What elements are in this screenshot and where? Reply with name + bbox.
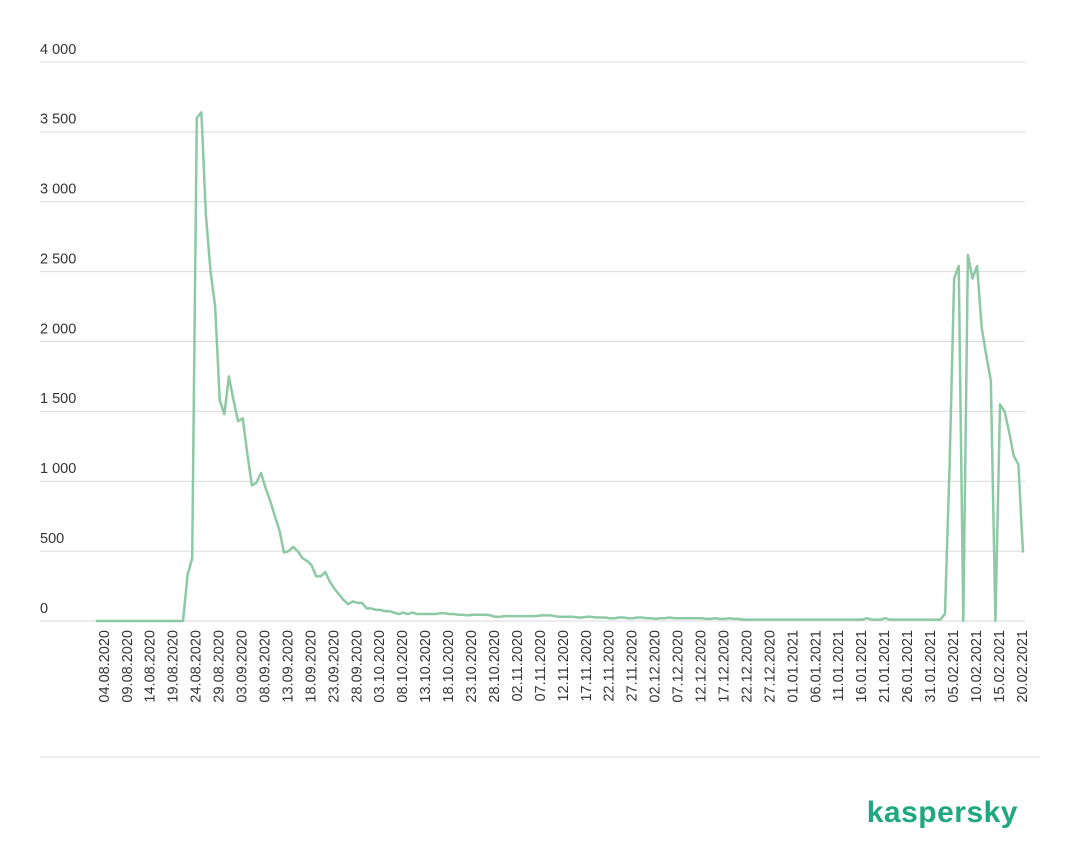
data-line [95,111,1025,623]
y-tick-label: 3 500 [40,112,76,128]
x-tick-label: 13.09.2020 [280,630,296,703]
x-tick-label: 06.01.2021 [808,630,824,703]
x-tick-label: 07.11.2020 [533,630,549,702]
x-tick-label: 01.01.2021 [785,630,801,703]
y-tick-label: 500 [40,531,64,547]
x-tick-label: 15.02.2021 [992,630,1008,703]
x-tick-label: 08.09.2020 [257,630,273,703]
x-tick-label: 03.09.2020 [235,630,251,703]
x-tick-label: 21.01.2021 [877,630,893,703]
x-tick-label: 28.09.2020 [349,630,365,703]
x-tick-label: 22.11.2020 [602,630,618,702]
x-tick-label: 08.10.2020 [395,630,411,703]
x-tick-label: 17.11.2020 [579,630,595,702]
x-tick-label: 23.09.2020 [326,630,342,703]
x-tick-label: 07.12.2020 [671,630,687,703]
x-tick-label: 16.01.2021 [854,630,870,703]
x-tick-label: 03.10.2020 [372,630,388,703]
x-tick-label: 12.12.2020 [694,630,710,703]
x-tick-label: 05.02.2021 [946,630,962,703]
y-tick-label: 1 500 [40,391,76,407]
x-tick-label: 02.12.2020 [648,630,664,703]
x-tick-label: 14.08.2020 [143,630,159,703]
x-tick-label: 11.01.2021 [831,630,847,702]
x-tick-label: 13.10.2020 [418,630,434,703]
y-tick-label: 2 500 [40,251,76,267]
x-tick-label: 10.02.2021 [969,630,985,703]
x-tick-label: 29.08.2020 [212,630,228,703]
x-tick-label: 31.01.2021 [923,630,939,703]
y-tick-label: 4 000 [40,42,76,58]
brand-logo: kaspersky [867,796,1018,829]
x-tick-label: 27.12.2020 [762,630,778,703]
x-tick-label: 28.10.2020 [487,630,503,703]
x-tick-label: 20.02.2021 [1015,630,1031,703]
x-tick-label: 02.11.2020 [510,630,526,702]
x-tick-label: 09.08.2020 [120,630,136,703]
x-tick-label: 04.08.2020 [97,630,113,703]
y-tick-label: 1 000 [40,461,76,477]
x-tick-label: 17.12.2020 [716,630,732,703]
x-tick-label: 24.08.2020 [189,630,205,703]
y-tick-label: 2 000 [40,321,76,337]
x-tick-label: 18.10.2020 [441,630,457,703]
x-tick-label: 18.09.2020 [303,630,319,703]
y-tick-label: 3 000 [40,182,76,198]
x-tick-label: 22.12.2020 [739,630,755,703]
x-tick-label: 26.01.2021 [900,630,916,703]
x-tick-label: 27.11.2020 [625,630,641,702]
x-tick-label: 19.08.2020 [166,630,182,703]
x-tick-label: 23.10.2020 [464,630,480,703]
x-tick-label: 12.11.2020 [556,630,572,702]
y-tick-label: 0 [40,601,48,617]
